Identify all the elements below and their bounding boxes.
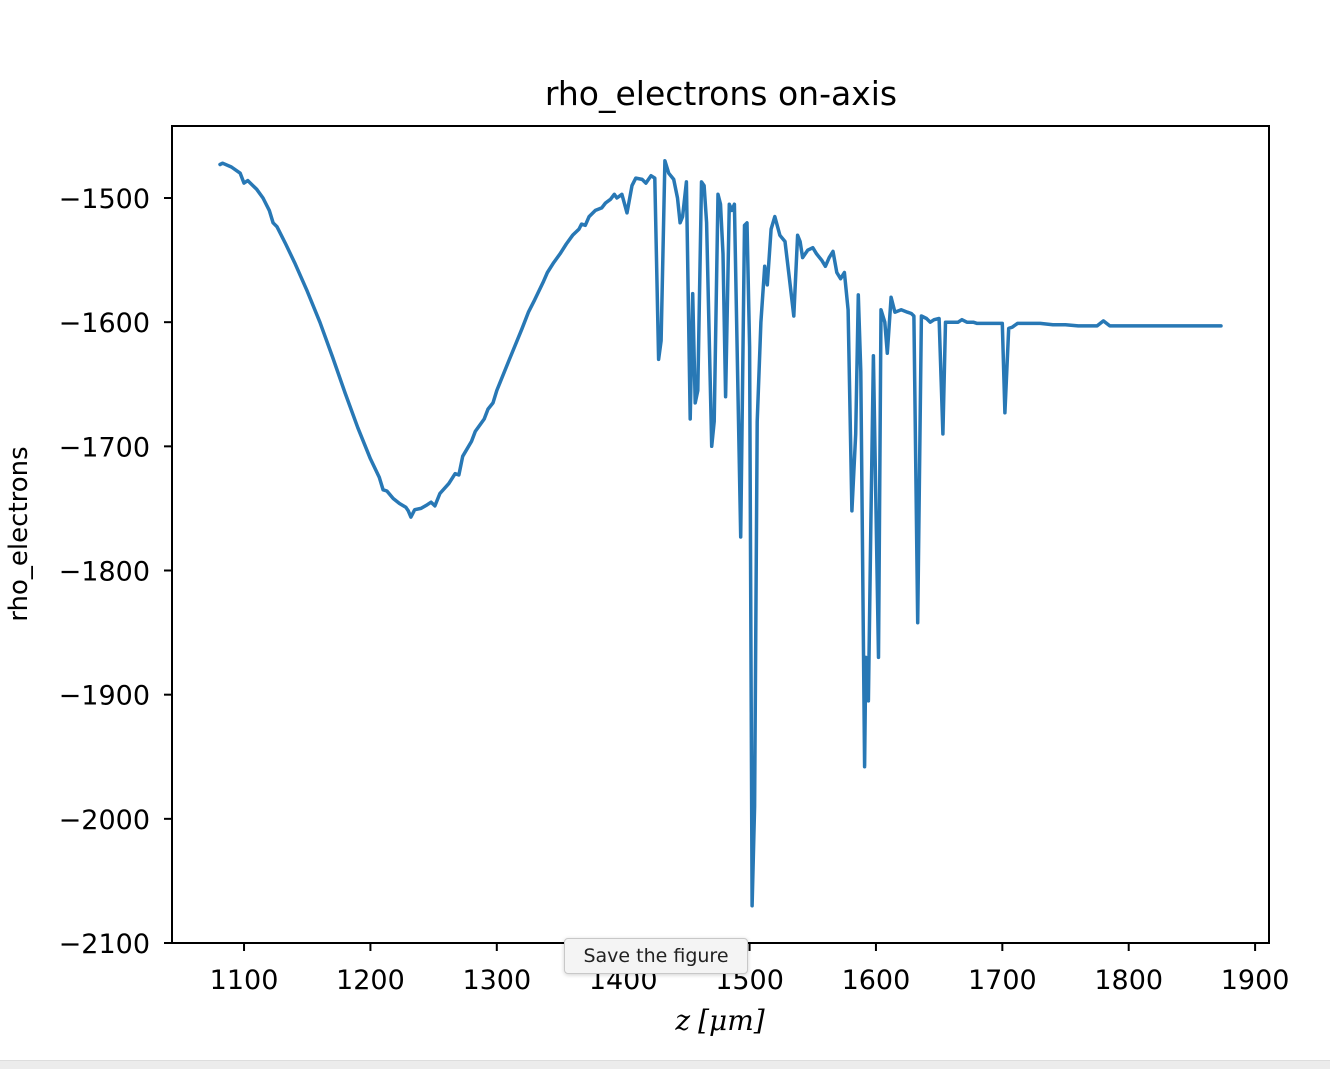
x-tick-label: 1200	[336, 965, 405, 996]
x-axis-label: z [μm]	[674, 1004, 764, 1037]
y-tick-label: −1600	[59, 308, 150, 339]
x-tick-label: 1600	[842, 965, 911, 996]
y-tick-label: −1800	[59, 557, 150, 588]
window-bottom-bar	[0, 1060, 1330, 1069]
x-tick-label: 1800	[1094, 965, 1163, 996]
save-figure-tooltip: Save the figure	[564, 938, 748, 974]
y-axis: −1500 −1600 −1700 −1800 −1900 −2000 −2100	[59, 184, 172, 960]
y-tick-label: −1900	[59, 681, 150, 712]
series-line	[218, 159, 1223, 908]
plot-area	[218, 159, 1223, 908]
y-tick-label: −2100	[59, 929, 150, 960]
y-tick-label: −1500	[59, 184, 150, 215]
x-axis-label-unit: [μm]	[698, 1004, 765, 1037]
x-axis-label-var: z	[674, 1004, 690, 1037]
x-tick-label: 1300	[462, 965, 531, 996]
y-axis-label: rho_electrons	[4, 446, 34, 621]
y-tick-label: −2000	[59, 805, 150, 836]
x-tick-label: 1900	[1221, 965, 1290, 996]
x-tick-label: 1700	[968, 965, 1037, 996]
y-tick-label: −1700	[59, 432, 150, 463]
x-tick-label: 1100	[210, 965, 279, 996]
chart-title: rho_electrons on-axis	[545, 74, 897, 113]
